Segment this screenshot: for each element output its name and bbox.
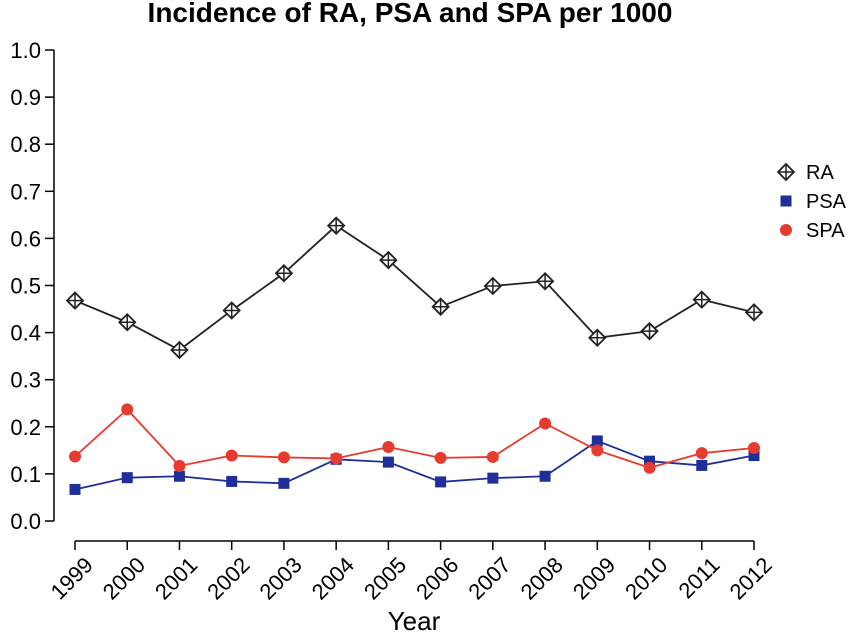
data-point-psa [173,470,185,482]
x-tick-label: 2001 [150,552,202,604]
data-point-ra [170,340,189,360]
series-ra [65,216,764,360]
series-line-spa [74,408,755,469]
x-tick-label: 2003 [254,552,306,604]
data-point-ra [117,312,137,332]
y-tick-label: 0.5 [10,274,41,299]
series-line-ra [74,224,755,352]
y-tick-label: 1.0 [10,38,41,63]
legend-label: PSA [806,191,847,213]
data-point-ra [535,271,555,291]
data-point-psa [435,476,447,488]
legend-marker-spa [780,224,792,236]
data-point-psa [382,456,394,468]
x-tick-label: 2012 [725,552,777,604]
x-tick-label: 2008 [516,552,568,604]
data-point-ra [588,328,607,348]
data-point-spa [434,451,447,464]
data-point-spa [277,451,290,464]
data-point-psa [487,472,499,484]
data-point-ra [640,321,659,341]
legend-item-ra: RA [776,162,834,184]
data-point-psa [121,472,133,484]
data-point-spa [748,441,760,454]
data-point-psa [644,455,656,467]
data-point-psa [748,450,760,462]
y-axis: 0.0 0.1 0.2 0.3 0.4 0.5 0.6 0.7 0.8 0.9 1.0 [10,38,55,534]
x-tick-label: 1999 [46,552,98,604]
data-point-ra [744,303,764,322]
data-point-spa [591,444,604,457]
data-point-ra [274,263,294,283]
data-point-spa [486,450,499,463]
x-tick-label: 2004 [307,552,359,604]
legend-item-spa: SPA [780,220,845,242]
data-point-ra [222,301,241,320]
legend-marker-ra [776,162,796,182]
data-point-ra [483,276,503,296]
legend-item-psa: PSA [780,191,847,213]
data-point-spa [225,449,238,462]
legend: RA PSA SPA [776,162,847,242]
data-point-psa [696,459,708,471]
data-point-spa [173,459,186,472]
data-point-psa [278,477,290,489]
data-point-ra [326,216,346,235]
x-tick-label: 2002 [202,552,254,604]
data-point-spa [643,461,656,474]
data-point-ra [692,290,712,309]
data-point-spa [330,452,343,465]
data-point-spa [695,447,708,460]
data-point-spa [69,450,81,463]
data-point-psa [226,475,238,487]
x-axis-title: Year [388,606,441,635]
x-tick-label: 2010 [620,552,672,604]
x-tick-label: 2000 [98,552,150,604]
data-point-ra [431,297,450,316]
data-point-psa [69,483,81,495]
x-tick-label: 2006 [411,552,463,604]
legend-label: RA [806,162,834,184]
series-spa [69,403,760,474]
y-tick-label: 0.7 [10,179,41,204]
data-point-psa [539,470,551,482]
x-tick-label: 2007 [463,552,515,604]
data-point-ra [379,250,398,270]
legend-label: SPA [806,220,845,242]
y-tick-label: 0.9 [10,85,41,110]
data-point-ra [65,291,85,310]
series-layer [65,216,764,495]
y-tick-label: 0.3 [10,368,41,393]
series-line-psa [74,439,755,491]
y-tick-label: 0.2 [10,415,41,440]
x-tick-label: 2009 [568,552,620,604]
x-tick-label: 2011 [673,552,724,603]
y-tick-label: 0.8 [10,132,41,157]
data-point-psa [591,435,603,447]
y-tick-label: 0.4 [10,321,41,346]
data-point-spa [121,403,134,416]
x-axis: 1999 2000 2001 2002 2003 2004 2005 2006 2007 2008… [46,540,777,604]
data-point-spa [382,441,395,454]
y-tick-label: 0.6 [10,226,41,251]
y-tick-label: 0.0 [10,509,41,534]
x-tick-label: 2005 [359,552,411,604]
chart-title: Incidence of RA, PSA and SPA per 1000 [148,0,673,28]
data-point-spa [539,417,552,430]
legend-marker-psa [780,195,792,207]
y-tick-label: 0.1 [10,462,41,487]
